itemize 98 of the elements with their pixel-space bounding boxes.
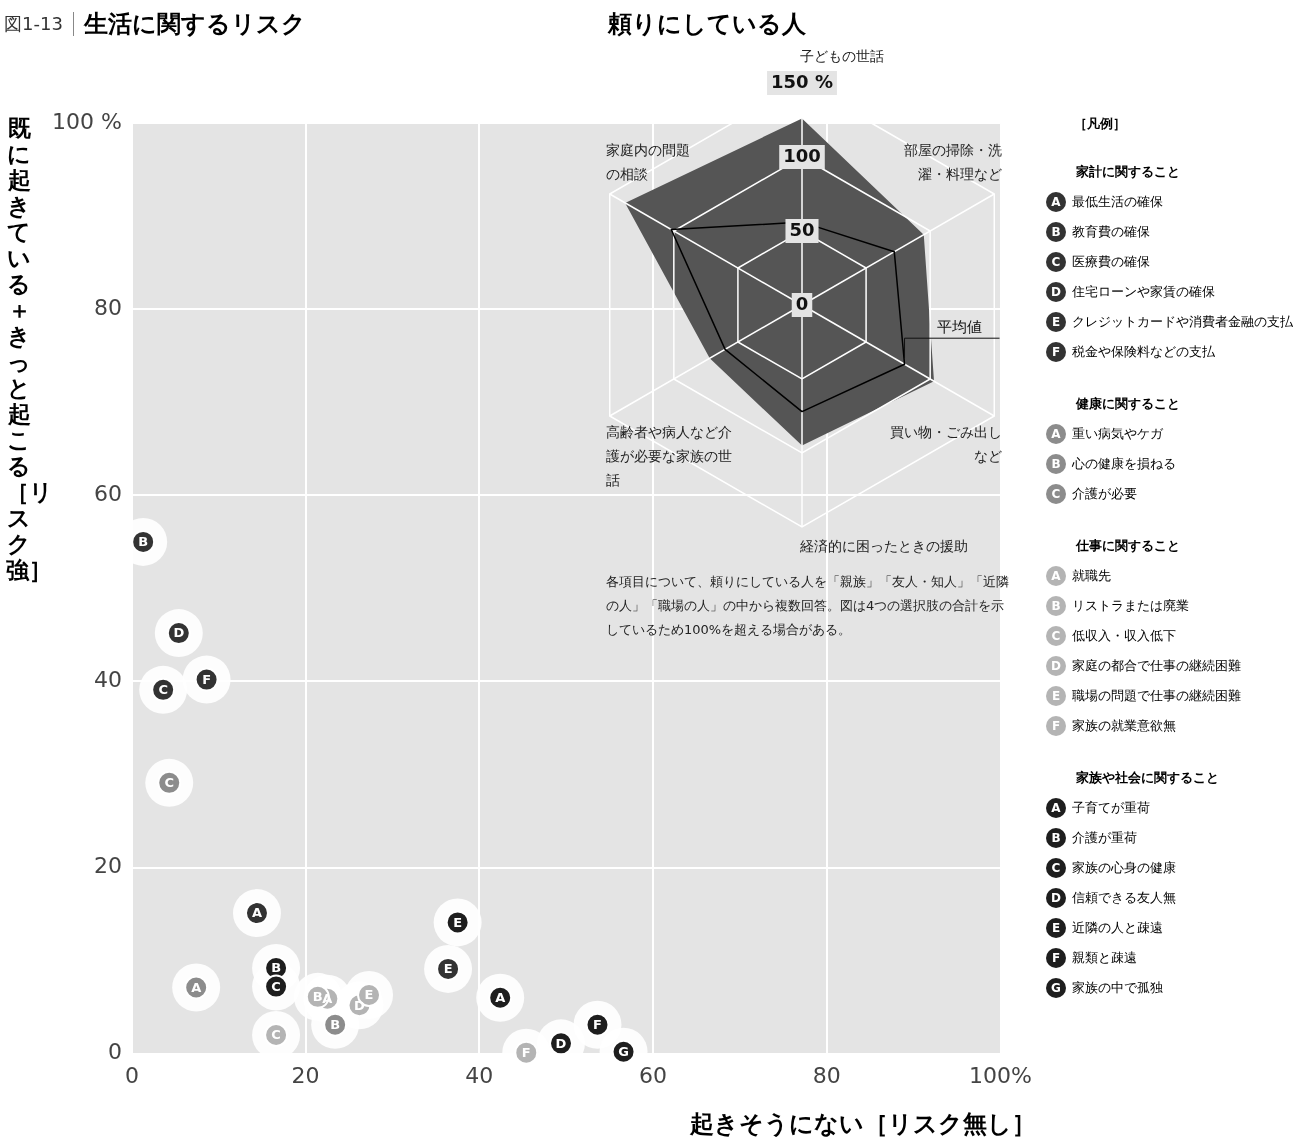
text: D: [1051, 891, 1061, 905]
legend-label: 近隣の人と疎遠: [1072, 919, 1163, 937]
legend-label: 介護が必要: [1072, 485, 1137, 503]
legend-title: ［凡例］: [1074, 115, 1127, 133]
legend-label: 就職先: [1072, 567, 1111, 585]
legend-label: クレジットカードや消費者金融の支払: [1072, 313, 1293, 331]
spoke-label: 子どもの世話: [800, 47, 885, 66]
annotation: 各項目について、頼りにしている人を「親族」「友人・知人」「近隣の人」「職場の人」の中から複数回答。図は4つの選択肢の合計を示しているため100%を超える場合がある。: [606, 573, 1010, 639]
legend-label: 教育費の確保: [1072, 223, 1150, 241]
legend-label: リストラまたは廃業: [1072, 597, 1189, 615]
x-tick-label: 20: [291, 1062, 320, 1088]
annotation: C: [271, 978, 281, 994]
legend-label: 家族の就業意欲無: [1072, 717, 1176, 735]
text: A: [1051, 195, 1061, 209]
text: F: [1051, 345, 1061, 359]
text: B: [1051, 599, 1061, 613]
annotation: A: [495, 990, 506, 1006]
x-tick-label: 80: [812, 1062, 841, 1088]
text: B: [1051, 831, 1061, 845]
text: G: [1051, 981, 1061, 995]
legend-label: 家族の中で孤独: [1072, 979, 1163, 997]
y-tick-label: 20: [93, 853, 122, 879]
y-tick-label: 100: [783, 144, 821, 166]
spoke-label: 高齢者や病人など介護が必要な家族の世話: [606, 423, 733, 490]
text: D: [1051, 285, 1061, 299]
annotation: F: [593, 1017, 602, 1033]
y-tick-label: 80: [93, 295, 122, 320]
annotation: B: [271, 960, 282, 976]
legend-label: 家庭の都合で仕事の継続困難: [1072, 657, 1241, 675]
text: C: [1051, 861, 1061, 875]
y-tick-label: 150 %: [771, 70, 833, 92]
y-tick-label: 100 %: [52, 108, 122, 134]
text: A: [1051, 427, 1061, 441]
legend-label: 住宅ローンや家賃の確保: [1072, 283, 1215, 301]
y-tick-label: 60: [93, 481, 122, 507]
text: B: [1051, 225, 1061, 239]
y-tick-label: 0: [107, 1039, 122, 1065]
x-axis-title: 起きそうにない［リスク無し］: [690, 1109, 1036, 1140]
text: B: [1051, 457, 1061, 471]
chart-subtitle: 図1-13: [4, 12, 63, 36]
text: C: [1051, 255, 1061, 269]
annotation: E: [443, 961, 453, 977]
spoke-label: 経済的に困ったときの援助: [800, 537, 969, 556]
text: 平均値: [936, 317, 982, 336]
annotation: A: [191, 979, 202, 995]
chart-title: 生活に関するリスク: [83, 9, 306, 40]
text: 家計に関すること: [1076, 163, 1181, 181]
text: C: [1051, 629, 1061, 643]
text: 仕事に関すること: [1076, 537, 1181, 555]
x-tick-label: 60: [639, 1062, 668, 1088]
text: A: [1051, 569, 1061, 583]
spoke-label: 家庭内の問題の相談: [606, 141, 691, 184]
text: E: [1051, 315, 1061, 329]
legend-label: 信頼できる友人無: [1072, 889, 1176, 907]
text: D: [1051, 659, 1061, 673]
annotation: G: [618, 1044, 629, 1060]
annotation: E: [364, 987, 374, 1003]
text: A: [1051, 801, 1061, 815]
spoke-label: 部屋の掃除・洗濯・料理など: [903, 141, 1002, 184]
text: 既に起きている＋きっと起こる［リスク強］: [6, 115, 53, 583]
y-tick-label: 50: [789, 218, 815, 240]
text: 健康に関すること: [1076, 395, 1181, 413]
annotation: C: [271, 1027, 281, 1043]
text: F: [1051, 719, 1061, 733]
annotation: C: [164, 775, 175, 791]
text: F: [1051, 951, 1061, 965]
annotation: E: [453, 914, 463, 930]
x-tick-label: 100%: [969, 1062, 1033, 1088]
annotation: F: [521, 1045, 531, 1061]
legend-label: 職場の問題で仕事の継続困難: [1072, 687, 1241, 705]
chart-title: 頼りにしている人: [608, 9, 806, 40]
spoke-label: 買い物・ごみ出しなど: [890, 423, 1002, 466]
annotation: F: [202, 671, 212, 687]
x-tick-label: 40: [465, 1062, 494, 1088]
legend-label: 親類と疎遠: [1072, 949, 1137, 967]
annotation: D: [173, 625, 185, 641]
annotation: C: [158, 682, 168, 698]
annotation: A: [251, 905, 263, 921]
annotation: B: [312, 989, 323, 1005]
x-tick-label: 0: [124, 1062, 139, 1088]
annotation: B: [330, 1017, 341, 1033]
annotation: B: [138, 534, 149, 550]
text: E: [1051, 921, 1061, 935]
legend-label: 介護が重荷: [1072, 829, 1137, 847]
text: C: [1051, 487, 1061, 501]
legend-label: 医療費の確保: [1072, 253, 1150, 271]
legend-label: 低収入・収入低下: [1072, 627, 1176, 645]
legend-label: 心の健康を損ねる: [1072, 455, 1176, 473]
text: E: [1051, 689, 1061, 703]
y-tick-label: 40: [93, 667, 122, 693]
legend-label: 家族の心身の健康: [1072, 859, 1176, 877]
y-tick-label: 0: [795, 292, 809, 314]
legend-label: 税金や保険料などの支払: [1072, 343, 1215, 361]
text: 家族や社会に関すること: [1076, 769, 1220, 787]
legend-label: 最低生活の確保: [1072, 193, 1163, 211]
legend-label: 重い病気やケガ: [1072, 425, 1163, 443]
legend-label: 子育てが重荷: [1072, 799, 1150, 817]
annotation: D: [555, 1035, 567, 1051]
